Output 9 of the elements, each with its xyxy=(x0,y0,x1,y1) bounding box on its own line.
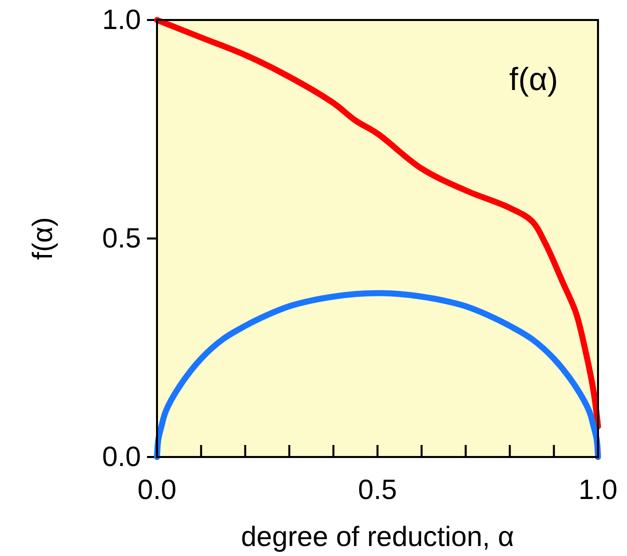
x-tick-label: 1.0 xyxy=(578,474,618,505)
annotation: f(α) xyxy=(509,61,558,97)
x-tick-label: 0.5 xyxy=(358,474,397,505)
y-tick-label: 0.5 xyxy=(102,222,141,254)
x-tick-label: 0.0 xyxy=(138,474,176,505)
y-axis-title: f(α) xyxy=(27,217,58,260)
y-tick-label: 1.0 xyxy=(102,4,141,35)
x-axis-title: degree of reduction, α xyxy=(240,521,514,552)
y-tick-label: 0.0 xyxy=(102,440,141,472)
